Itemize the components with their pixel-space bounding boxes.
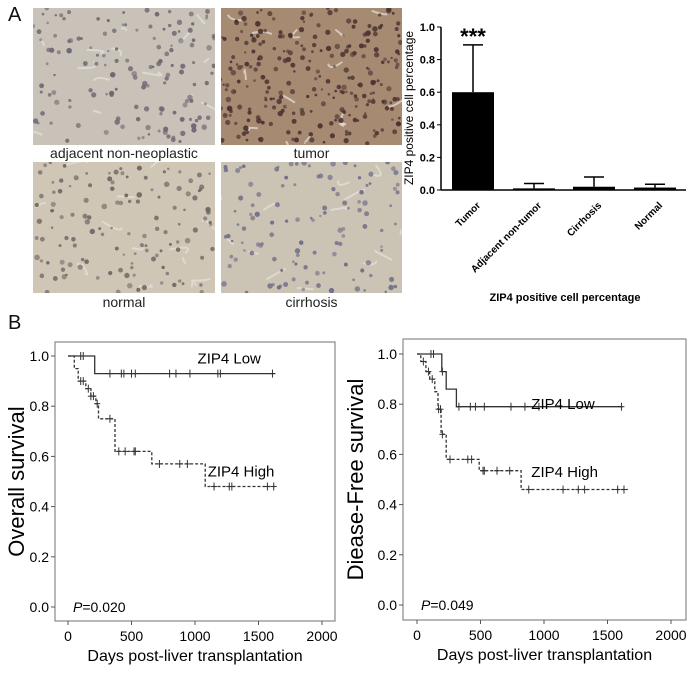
curve-label: ZIP4 High <box>208 463 275 480</box>
survival-curve-zip4-high <box>417 353 628 491</box>
bar <box>573 186 615 190</box>
x-tick-label: Cirrhosis <box>565 200 604 239</box>
micrograph-label: normal <box>102 294 146 310</box>
p-value: P=0.020 <box>73 599 126 615</box>
y-tick-label: 0.4 <box>30 499 50 515</box>
y-tick-label: 0.8 <box>420 55 435 67</box>
tissue-texture <box>33 8 215 145</box>
y-tick-label: 0.6 <box>420 87 435 99</box>
survival-curve-zip4-low <box>417 353 623 408</box>
y-tick-label: 0.4 <box>378 497 398 513</box>
panel-b-label: B <box>8 312 22 334</box>
x-tick-label: Adjacent non-tumor <box>469 200 544 275</box>
y-tick-label: 0.8 <box>30 398 50 414</box>
y-tick-label: 1.0 <box>30 348 50 364</box>
curve-label: ZIP4 Low <box>531 396 595 413</box>
x-tick-label: 0 <box>64 628 72 644</box>
tissue-texture <box>221 8 402 145</box>
micrograph-cirrhosis <box>221 162 402 293</box>
x-axis-title: Days post-liver transplantation <box>437 647 652 664</box>
plot-frame <box>54 341 336 622</box>
panel-a-label: A <box>8 4 22 26</box>
y-tick-label: 0.4 <box>420 120 436 132</box>
y-axis-label: ZIP4 positive cell percentage <box>402 31 416 185</box>
significance-marker: *** <box>460 24 486 49</box>
y-tick-label: 0.0 <box>30 599 50 615</box>
y-tick-label: 0.2 <box>30 549 50 565</box>
x-tick-label: Tumor <box>454 200 483 229</box>
y-tick-label: 0.0 <box>420 185 435 197</box>
survival-curve-zip4-high <box>68 355 275 488</box>
x-tick-label: 1500 <box>243 628 274 644</box>
y-axis-title: Diease-Free survival <box>345 379 368 581</box>
p-value: P=0.049 <box>421 597 474 613</box>
y-tick-label: 0.6 <box>30 448 50 464</box>
y-tick-label: 1.0 <box>420 22 435 34</box>
y-tick-label: 0.8 <box>378 396 398 412</box>
y-tick-label: 0.2 <box>420 152 435 164</box>
y-tick-label: 1.0 <box>378 346 398 362</box>
x-tick-label: 2000 <box>306 628 337 644</box>
x-tick-label: 0 <box>413 627 421 643</box>
micrograph-label: tumor <box>293 145 330 161</box>
bar-chart: 0.0 0.2 0.4 0.6 0.8 1.0 ZIP4 positive cell per… <box>402 22 686 304</box>
tissue-texture <box>33 162 215 293</box>
y-tick-label: 0.2 <box>378 547 398 563</box>
x-tick-label: 500 <box>120 628 144 644</box>
x-tick-label: 500 <box>469 627 493 643</box>
bar <box>513 188 555 190</box>
bar <box>452 92 494 190</box>
x-axis-title: Days post-liver transplantation <box>87 648 302 665</box>
micrograph-normal <box>33 162 215 293</box>
micrograph-label: adjacent non-neoplastic <box>50 145 198 161</box>
x-tick-label: Normal <box>633 200 665 232</box>
x-axis-title: ZIP4 positive cell percentage <box>489 292 640 304</box>
x-tick-label: 1000 <box>179 628 210 644</box>
curve-label: ZIP4 Low <box>198 351 262 368</box>
x-tick-label: 2000 <box>655 627 686 643</box>
tissue-texture <box>221 162 402 293</box>
curve-label: ZIP4 High <box>531 464 598 481</box>
micrograph-adjacent-non-neoplastic <box>33 8 215 145</box>
y-axis-title: Overall survival <box>4 406 29 556</box>
micrograph-label: cirrhosis <box>285 294 338 310</box>
bar <box>634 187 676 190</box>
x-tick-label: 1000 <box>528 627 559 643</box>
micrograph-tumor <box>221 8 402 145</box>
y-tick-label: 0.0 <box>378 597 398 613</box>
y-tick-label: 0.6 <box>378 446 398 462</box>
x-tick-label: 1500 <box>592 627 623 643</box>
